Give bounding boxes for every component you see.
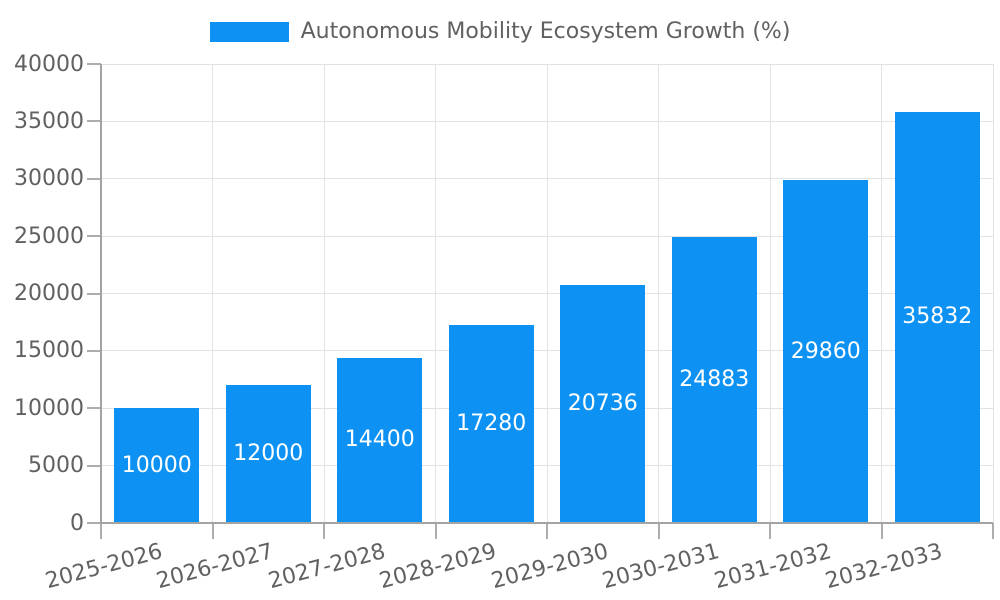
v-gridline <box>212 64 213 523</box>
y-tick-mark <box>87 407 101 410</box>
y-tick-label: 35000 <box>14 108 84 134</box>
v-gridline <box>435 64 436 523</box>
bar[interactable]: 24883 <box>671 237 757 523</box>
x-tick-mark <box>657 523 660 539</box>
x-tick-mark <box>546 523 548 539</box>
bar-value-label: 24883 <box>679 367 750 393</box>
v-gridline <box>992 64 994 523</box>
y-tick-mark <box>87 120 101 123</box>
x-tick-label: 2030-2031 <box>600 539 723 595</box>
v-gridline <box>323 64 325 523</box>
bar[interactable]: 29860 <box>783 180 869 523</box>
bar[interactable]: 14400 <box>337 357 423 523</box>
x-tick-label: 2026-2027 <box>154 539 277 595</box>
y-tick-mark <box>87 522 101 524</box>
v-gridline <box>658 64 659 523</box>
bar-value-label: 14400 <box>344 427 415 453</box>
y-tick-label: 10000 <box>14 395 84 421</box>
y-tick-label: 0 <box>70 510 84 536</box>
y-tick-mark <box>87 63 101 65</box>
x-tick-mark <box>769 523 771 539</box>
bar-value-label: 12000 <box>233 441 304 467</box>
y-tick-label: 20000 <box>14 281 84 306</box>
bar[interactable]: 35832 <box>894 111 980 523</box>
x-tick-mark <box>211 523 214 539</box>
x-tick-label: 2025-2026 <box>42 539 165 595</box>
x-tick-label: 2028-2029 <box>377 539 500 595</box>
y-tick-label: 5000 <box>28 453 84 479</box>
y-tick-label: 30000 <box>14 166 84 192</box>
bar-value-label: 17280 <box>456 410 527 436</box>
x-tick-label: 2029-2030 <box>488 539 611 595</box>
y-tick-mark <box>87 292 101 295</box>
bar-value-label: 20736 <box>567 391 638 417</box>
legend-label: Autonomous Mobility Ecosystem Growth (%) <box>300 19 791 44</box>
x-tick-mark <box>434 523 437 539</box>
bar[interactable]: 12000 <box>225 385 311 523</box>
bar[interactable]: 10000 <box>114 408 200 523</box>
x-tick-mark <box>992 523 994 539</box>
y-axis-line <box>100 64 102 523</box>
y-tick-label: 25000 <box>14 223 84 249</box>
bar-value-label: 35832 <box>902 304 973 330</box>
x-tick-label: 2032-2033 <box>823 539 946 595</box>
y-tick-mark <box>87 464 101 467</box>
legend-swatch-icon <box>209 22 289 42</box>
v-gridline <box>769 64 771 523</box>
y-tick-mark <box>87 235 101 238</box>
bar-value-label: 10000 <box>121 452 192 478</box>
x-axis-line <box>100 522 993 524</box>
x-tick-mark <box>323 523 325 539</box>
v-gridline <box>546 64 548 523</box>
x-tick-mark <box>880 523 883 539</box>
bar[interactable]: 17280 <box>448 324 534 523</box>
y-tick-label: 40000 <box>14 51 84 77</box>
y-tick-mark <box>87 349 101 352</box>
y-tick-mark <box>87 177 101 180</box>
bar[interactable]: 20736 <box>560 285 646 523</box>
bar-value-label: 29860 <box>790 338 861 364</box>
v-gridline <box>881 64 882 523</box>
x-tick-label: 2031-2032 <box>711 539 834 595</box>
legend-item[interactable]: Autonomous Mobility Ecosystem Growth (%) <box>0 21 1000 43</box>
x-tick-label: 2027-2028 <box>265 539 388 595</box>
x-tick-mark <box>100 523 102 539</box>
y-tick-label: 15000 <box>14 338 84 364</box>
